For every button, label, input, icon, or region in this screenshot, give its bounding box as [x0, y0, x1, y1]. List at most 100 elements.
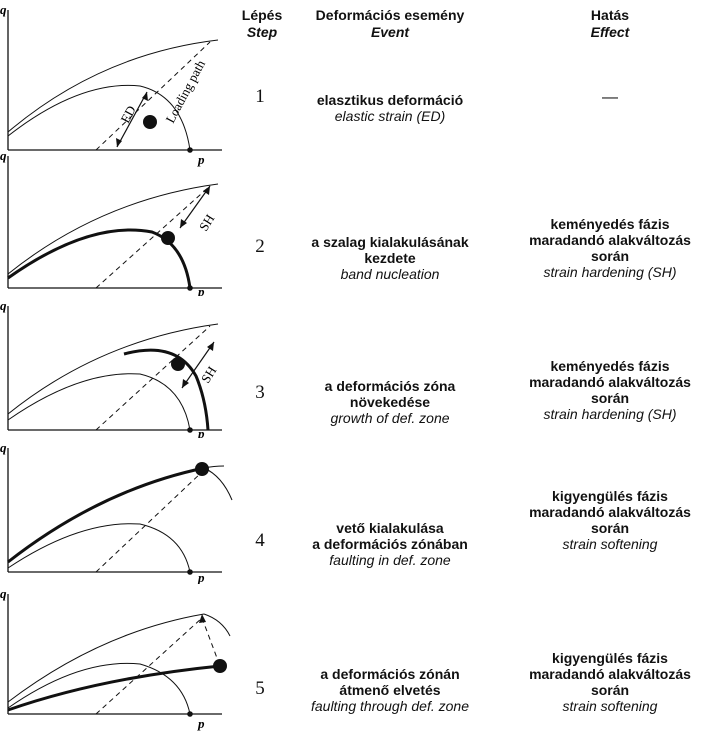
- event-en-line: growth of def. zone: [330, 410, 450, 426]
- p-axis-label: p: [197, 426, 205, 438]
- event-cell-5: a deformációs zónán átmenő elvetés fault…: [290, 666, 490, 714]
- effect-en-line: strain softening: [562, 698, 658, 714]
- event-hu-line: elasztikus deformáció: [316, 92, 464, 108]
- softening-arrow-head: [199, 614, 206, 623]
- event-hu-line: kezdete: [364, 250, 416, 266]
- stress-state-point: [213, 659, 227, 673]
- stress-state-point: [195, 462, 209, 476]
- ed-arrow: [116, 91, 148, 148]
- loading-path-label: Loading path: [162, 57, 208, 125]
- loading-path: [95, 471, 203, 573]
- header-effect: Hatás Effect: [530, 7, 690, 41]
- effect-hu-line: maradandó alakváltozás: [529, 504, 691, 520]
- stress-path-diagram-5: q p: [0, 586, 231, 731]
- step-number-1: 1: [255, 86, 265, 107]
- event-hu-line: átmenő elvetés: [339, 682, 441, 698]
- peak-envelope: [7, 613, 205, 703]
- yield-cap: [7, 523, 191, 573]
- event-en-line: band nucleation: [340, 266, 440, 282]
- inner-cap: [7, 373, 191, 431]
- header-step: Lépés Step: [232, 7, 292, 41]
- effect-hu-line: során: [590, 390, 630, 406]
- step-row-2: q p SH 2 a szalag kialakulásának kezdete…: [0, 148, 720, 296]
- event-en-line: elastic strain (ED): [334, 108, 446, 124]
- stress-path-diagram-4: q p: [0, 440, 233, 584]
- step-row-5: q p 5 a deformációs zónán átmenő elvetés…: [0, 584, 720, 731]
- loading-path: [95, 617, 203, 715]
- event-cell-3: a deformációs zóna növekedése growth of …: [290, 378, 490, 426]
- step-row-3: q p SH 3 a deformációs zóna növekedése g…: [0, 296, 720, 438]
- loading-path: [95, 325, 211, 431]
- step-row-1: q p ED Loading path 1 elasztikus deformá…: [0, 0, 720, 167]
- event-cell-1: elasztikus deformáció elastic strain (ED…: [290, 92, 490, 124]
- event-hu-line: a szalag kialakulásának: [311, 234, 469, 250]
- p-axis-label: p: [197, 284, 205, 296]
- expanded-cap-thick: [123, 348, 210, 431]
- yield-cap: [7, 84, 191, 151]
- p-axis-marker: [187, 147, 193, 153]
- effect-hu-line: keményedés fázis: [550, 358, 670, 374]
- loading-path: [95, 41, 211, 151]
- effect-hu-line: kigyengülés fázis: [552, 488, 668, 504]
- sh-arrow-head-bottom: [180, 219, 187, 228]
- effect-cell-2: keményedés fázis maradandó alakváltozás …: [510, 216, 710, 280]
- ed-arrow-head-top: [142, 92, 148, 101]
- effect-cell-3: keményedés fázis maradandó alakváltozás …: [510, 358, 710, 422]
- ed-label: ED: [117, 103, 138, 125]
- q-axis-label: q: [0, 148, 7, 163]
- sh-label: SH: [196, 212, 218, 234]
- effect-hu-line: során: [590, 248, 630, 264]
- header-effect-hu: Hatás: [590, 7, 630, 23]
- p-axis-marker: [187, 427, 193, 433]
- header-event-en: Event: [370, 24, 410, 40]
- p-axis-label: p: [197, 716, 205, 731]
- loading-path: [95, 185, 211, 289]
- event-hu-line: a deformációs zónán: [320, 666, 460, 682]
- effect-hu-line: kigyengülés fázis: [552, 650, 668, 666]
- sh-arrow: [181, 341, 215, 389]
- event-hu-line: növekedése: [349, 394, 431, 410]
- effect-hu-line: maradandó alakváltozás: [529, 666, 691, 682]
- step-number-3: 3: [255, 382, 265, 403]
- p-axis-marker: [187, 711, 193, 717]
- outer-cap: [203, 467, 233, 501]
- p-axis-marker: [187, 285, 193, 291]
- effect-en-line: strain hardening (SH): [543, 264, 677, 280]
- outer-envelope: [7, 183, 219, 275]
- step-row-4: q p 4 vető kialakulása a deformációs zón…: [0, 438, 720, 584]
- header-effect-en: Effect: [590, 24, 630, 40]
- stress-path-diagram-3: q p SH: [0, 298, 222, 438]
- step-number-5: 5: [255, 678, 265, 699]
- event-hu-line: vető kialakulása: [336, 520, 444, 536]
- event-cell-4: vető kialakulása a deformációs zónában f…: [290, 520, 490, 568]
- outer-envelope: [7, 323, 219, 415]
- header-event: Deformációs esemény Event: [300, 7, 480, 41]
- header-step-hu: Lépés: [241, 7, 283, 23]
- sh-arrow: [179, 185, 211, 229]
- sh-arrow-head-top: [203, 186, 210, 195]
- effect-cell-1: —: [510, 90, 710, 106]
- effect-hu-line: maradandó alakváltozás: [529, 374, 691, 390]
- effect-en-line: strain hardening (SH): [543, 406, 677, 422]
- effect-hu-line: keményedés fázis: [550, 216, 670, 232]
- event-hu-line: a deformációs zóna: [324, 378, 456, 394]
- sh-arrow-head-bottom: [182, 379, 189, 388]
- effect-cell-4: kigyengülés fázis maradandó alakváltozás…: [510, 488, 710, 552]
- stress-state-point: [143, 115, 157, 129]
- outer-envelope: [7, 39, 219, 133]
- event-cell-2: a szalag kialakulásának kezdete band nuc…: [290, 234, 490, 282]
- q-axis-label: q: [0, 586, 7, 601]
- event-en-line: faulting through def. zone: [310, 698, 469, 714]
- effect-hu-line: során: [590, 520, 630, 536]
- effect-en-line: strain softening: [562, 536, 658, 552]
- header-event-hu: Deformációs esemény: [315, 7, 465, 23]
- effect-cell-5: kigyengülés fázis maradandó alakváltozás…: [510, 650, 710, 714]
- effect-hu-line: maradandó alakváltozás: [529, 232, 691, 248]
- p-axis-marker: [187, 569, 193, 575]
- stress-path-diagram-1: q p ED Loading path: [0, 2, 222, 167]
- p-axis-label: p: [197, 570, 205, 584]
- stress-state-point: [171, 357, 185, 371]
- stress-path-diagram-2: q p SH: [0, 148, 222, 296]
- stress-state-point: [161, 231, 175, 245]
- event-hu-line: a deformációs zónában: [312, 536, 468, 552]
